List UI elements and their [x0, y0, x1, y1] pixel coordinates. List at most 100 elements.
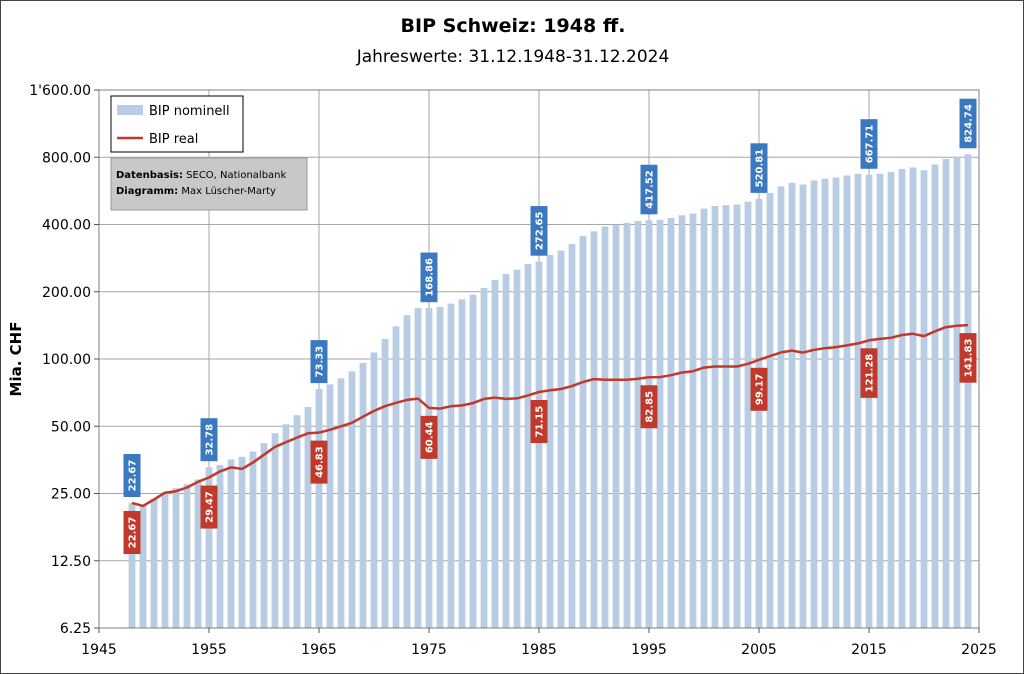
bar-nominal-1997: [667, 217, 675, 628]
y-tick-label: 12.50: [51, 554, 91, 570]
bar-nominal-1987: [557, 250, 565, 628]
nominal-label-box: [123, 453, 141, 497]
bar-nominal-2011: [821, 178, 829, 629]
real-label-box: [310, 440, 328, 484]
bar-nominal-1950: [150, 499, 158, 628]
chart-title: BIP Schweiz: 1948 ff.: [401, 15, 626, 37]
y-axis-label: Mia. CHF: [7, 322, 25, 397]
y-tick-label: 25.00: [51, 487, 91, 503]
bar-nominal-2013: [843, 175, 851, 628]
real-label-box: [860, 348, 878, 398]
x-tick-label: 2025: [961, 642, 997, 658]
bar-nominal-1954: [194, 479, 202, 628]
nominal-data-label: 520.81: [750, 143, 768, 193]
nominal-label-box: [420, 252, 438, 303]
real-label-text: 60.44: [425, 421, 436, 453]
bar-nominal-1989: [579, 236, 587, 629]
bar-nominal-1986: [546, 255, 554, 628]
real-data-label: 60.44: [420, 415, 438, 459]
bar-nominal-2014: [854, 173, 862, 628]
line-real: [131, 323, 969, 508]
x-tick-label: 2015: [851, 642, 887, 658]
source-line-2-value: Max Lüscher-Marty: [178, 186, 276, 197]
bar-nominal-2021: [931, 164, 939, 628]
real-label-box: [640, 385, 658, 429]
nominal-label-text: 22.67: [128, 460, 139, 492]
bar-nominal-1951: [161, 492, 169, 628]
bar-nominal-2000: [700, 208, 708, 629]
bar-nominal-1974: [414, 308, 422, 628]
bar-nominal-1984: [524, 264, 532, 628]
real-data-label: 99.17: [750, 367, 768, 411]
bar-nominal-1991: [601, 226, 609, 629]
real-label-text: 71.15: [535, 406, 546, 438]
bar-nominal-1968: [348, 371, 356, 628]
bar-nominal-1963: [293, 415, 301, 628]
real-data-label: 82.85: [640, 385, 658, 429]
x-tick-label: 1995: [631, 642, 667, 658]
nominal-data-label: 667.71: [860, 119, 878, 169]
x-tick-label: 1965: [301, 642, 337, 658]
real-label-box: [959, 333, 977, 383]
real-label-box: [200, 485, 218, 529]
nominal-data-label: 32.78: [200, 418, 218, 462]
nominal-label-box: [959, 98, 977, 149]
real-label-text: 121.28: [865, 354, 876, 393]
bar-nominal-1979: [469, 294, 477, 628]
y-tick-label: 6.25: [60, 621, 91, 637]
bar-nominal-1990: [590, 231, 598, 628]
real-label-text: 22.67: [128, 517, 139, 549]
nominal-label-text: 417.52: [645, 170, 656, 209]
bar-nominal-1971: [381, 338, 389, 628]
bar-nominal-1957: [227, 459, 235, 628]
bar-nominal-1952: [172, 488, 180, 628]
nominal-data-label: 417.52: [640, 164, 658, 215]
nominal-label-box: [640, 164, 658, 215]
bar-nominal-2017: [887, 172, 895, 628]
bar-nominal-1976: [436, 306, 444, 628]
source-line-1: Datenbasis: SECO, Nationalbank: [116, 170, 287, 181]
x-tick-label: 2005: [741, 642, 777, 658]
source-box: Datenbasis: SECO, Nationalbank Diagramm:…: [110, 157, 308, 211]
bar-nominal-1996: [656, 219, 664, 629]
nominal-label-text: 667.71: [865, 125, 876, 164]
real-data-label: 121.28: [860, 348, 878, 398]
bar-nominal-2003: [733, 204, 741, 628]
bar-nominal-1967: [337, 378, 345, 628]
bar-nominal-1956: [216, 465, 224, 628]
legend-label-nominal: BIP nominell: [149, 104, 230, 119]
nominal-label-box: [530, 206, 548, 256]
bar-nominal-1961: [271, 433, 279, 628]
nominal-data-label: 824.74: [959, 98, 977, 149]
source-box-bg: [110, 157, 308, 211]
legend: BIP nominell BIP real: [110, 95, 244, 153]
source-line-2: Diagramm: Max Lüscher-Marty: [116, 186, 276, 197]
bar-nominal-2010: [810, 180, 818, 628]
bar-nominal-1985: [535, 261, 543, 628]
y-tick-label: 1'600.00: [29, 83, 91, 99]
bar-nominal-1993: [623, 222, 631, 628]
bar-nominal-1981: [491, 279, 499, 628]
line-layer: [131, 323, 969, 508]
bar-nominal-1948: [128, 502, 136, 628]
x-tick-label: 1945: [81, 642, 117, 658]
real-data-label: 71.15: [530, 400, 548, 444]
nominal-label-text: 73.33: [315, 346, 326, 378]
bar-nominal-1966: [326, 384, 334, 628]
y-tick-label: 200.00: [42, 285, 91, 301]
bar-nominal-2024: [964, 154, 972, 628]
bar-nominal-2007: [777, 186, 785, 628]
bar-nominal-1978: [458, 299, 466, 628]
bar-nominal-1953: [183, 484, 191, 628]
real-label-box: [750, 367, 768, 411]
bar-nominal-2012: [832, 177, 840, 628]
bar-nominal-1964: [304, 406, 312, 628]
legend-swatch-nominal: [117, 105, 143, 115]
nominal-label-box: [310, 340, 328, 384]
bar-nominal-2022: [942, 158, 950, 628]
real-data-label: 46.83: [310, 440, 328, 484]
nominal-label-box: [200, 418, 218, 462]
label-layer: 22.67 32.78 73.33 168.86 272.65 417.52 520.81 6…: [123, 98, 977, 554]
